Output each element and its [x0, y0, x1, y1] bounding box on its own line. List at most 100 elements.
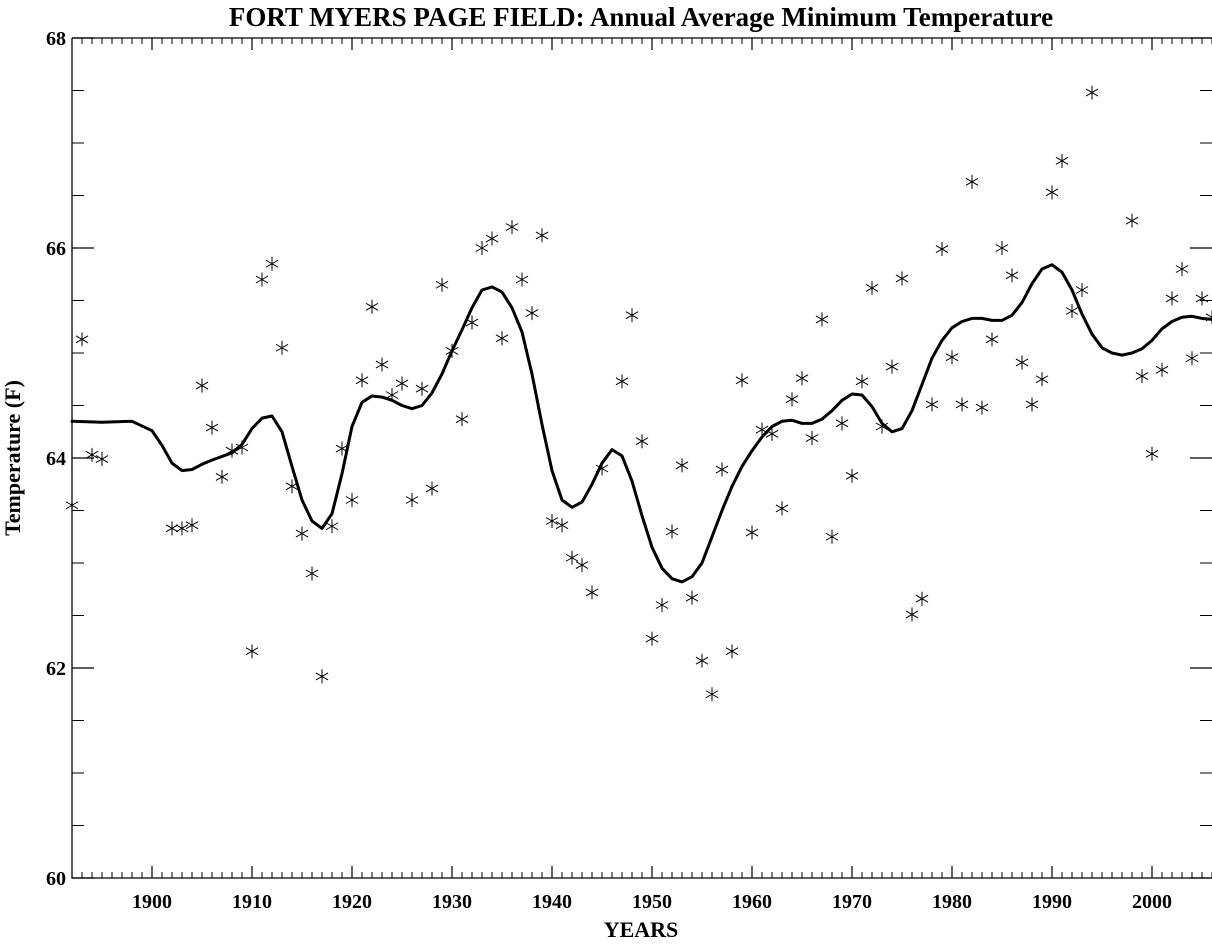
data-point [695, 653, 709, 668]
smoothed-line-series [70, 263, 1212, 584]
data-point [835, 416, 849, 431]
data-point [945, 350, 959, 365]
data-point [1155, 362, 1169, 377]
data-point [65, 498, 79, 513]
data-point [1185, 351, 1199, 366]
data-point [355, 373, 369, 388]
data-point [735, 373, 749, 388]
data-point [775, 501, 789, 516]
data-point [575, 558, 589, 573]
data-point [545, 514, 559, 528]
data-point [585, 585, 599, 600]
data-point [965, 174, 979, 189]
data-point [175, 521, 189, 536]
data-point [615, 374, 629, 389]
data-point [1045, 185, 1059, 200]
x-tick-label: 1980 [932, 891, 972, 913]
data-point [345, 493, 359, 507]
data-point [1145, 446, 1159, 461]
x-axis: 1900 1910 1920 1930 1940 1950 1960 1970 1980 1990… [132, 38, 1172, 913]
data-point [915, 591, 929, 606]
data-point [475, 241, 489, 255]
data-point [855, 374, 869, 389]
data-point [1205, 310, 1212, 325]
plot-border [71, 37, 1212, 879]
data-point [365, 299, 379, 314]
data-point [1055, 153, 1069, 168]
data-point [1065, 304, 1079, 318]
data-point [515, 272, 529, 287]
data-point [795, 371, 809, 386]
data-point [665, 524, 679, 539]
x-tick-label: 1930 [432, 891, 472, 913]
x-tick-label: 1990 [1032, 891, 1072, 913]
data-point [1075, 283, 1089, 297]
x-axis-label: YEARS [604, 917, 679, 942]
data-point [75, 332, 89, 347]
data-point [705, 687, 719, 702]
data-point [905, 607, 919, 622]
data-point [1035, 372, 1049, 387]
data-point [635, 434, 649, 449]
x-tick-label: 2000 [1132, 891, 1172, 913]
data-point [1125, 213, 1139, 228]
data-point [165, 521, 179, 536]
x-tick-label: 1950 [632, 891, 672, 913]
data-point [435, 277, 449, 292]
data-point [1005, 268, 1019, 283]
data-point [1135, 369, 1149, 384]
data-point [1085, 85, 1099, 100]
data-point [785, 392, 799, 407]
data-point [525, 306, 539, 321]
data-point [415, 381, 429, 396]
data-point [375, 357, 389, 372]
data-point [975, 400, 989, 415]
x-tick-label: 1970 [832, 891, 872, 913]
y-tick-label: 60 [46, 868, 66, 890]
data-point [215, 469, 229, 484]
x-tick-label: 1900 [132, 891, 172, 913]
data-point [885, 359, 899, 374]
data-point [685, 590, 699, 605]
data-point [265, 256, 279, 271]
data-point [1165, 291, 1179, 306]
data-point [325, 519, 339, 534]
x-tick-label: 1920 [332, 891, 372, 913]
y-tick-label: 64 [46, 448, 66, 470]
y-tick-label: 66 [46, 238, 66, 260]
data-point [925, 397, 939, 412]
data-point [305, 566, 319, 581]
y-axis: 60 62 64 66 68 [46, 28, 1212, 890]
data-point [955, 397, 969, 412]
data-point [805, 431, 819, 446]
data-point [655, 598, 669, 612]
data-point [825, 529, 839, 544]
minor-tick-marks [71, 38, 1212, 878]
scatter-series [65, 85, 1212, 702]
data-point [845, 468, 859, 483]
data-point [625, 308, 639, 323]
data-point [1195, 291, 1209, 306]
data-point [295, 526, 309, 541]
data-point [405, 493, 419, 507]
chart-title: FORT MYERS PAGE FIELD: Annual Average Mi… [229, 2, 1053, 32]
data-point [715, 462, 729, 477]
data-point [275, 340, 289, 355]
data-point [815, 312, 829, 327]
data-point [985, 332, 999, 347]
data-point [1025, 397, 1039, 412]
data-point [995, 241, 1009, 255]
data-point [675, 458, 689, 473]
data-point [195, 378, 209, 393]
data-point [1175, 262, 1189, 276]
data-point [485, 231, 499, 246]
data-point [245, 644, 259, 659]
data-point [725, 644, 739, 659]
plot-frame [71, 37, 1212, 879]
x-tick-label: 1960 [732, 891, 772, 913]
y-axis-label: Temperature (F) [0, 380, 25, 536]
data-point [455, 412, 469, 427]
x-tick-label: 1910 [232, 891, 272, 913]
data-point [645, 631, 659, 646]
